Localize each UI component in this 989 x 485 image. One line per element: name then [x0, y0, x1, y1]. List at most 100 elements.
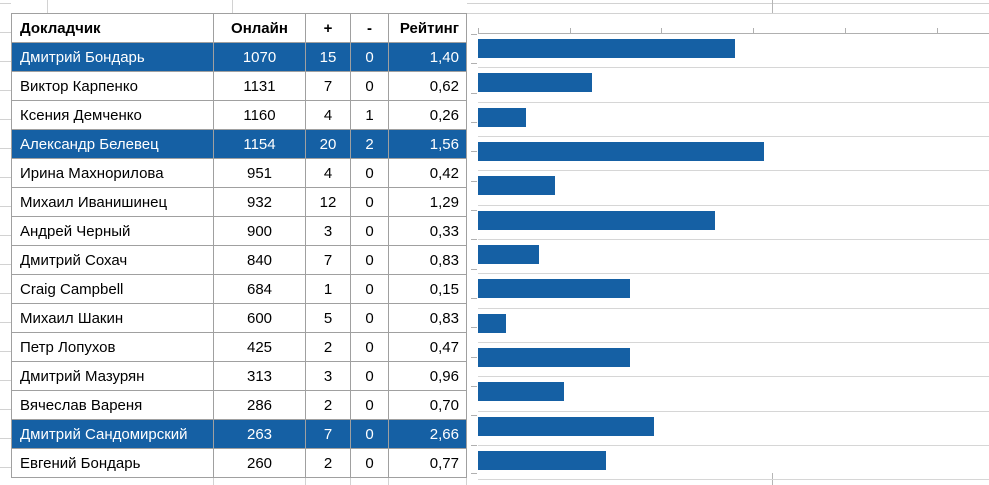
- cell-minus[interactable]: 1: [351, 101, 389, 130]
- cell-plus[interactable]: 4: [306, 101, 351, 130]
- cell-speaker[interactable]: Михаил Шакин: [12, 304, 214, 333]
- cell-online[interactable]: 1070: [214, 43, 306, 72]
- cell-speaker[interactable]: Ксения Демченко: [12, 101, 214, 130]
- cell-plus[interactable]: 7: [306, 72, 351, 101]
- cell-rating[interactable]: 0,77: [389, 449, 467, 478]
- column-header-rating[interactable]: Рейтинг: [389, 14, 467, 43]
- rating-bar[interactable]: [478, 176, 556, 196]
- rating-bar[interactable]: [478, 39, 735, 58]
- sheet-gridline: [47, 0, 48, 13]
- cell-minus[interactable]: 0: [351, 362, 389, 391]
- cell-rating[interactable]: 0,62: [389, 72, 467, 101]
- cell-rating[interactable]: 0,33: [389, 217, 467, 246]
- cell-speaker[interactable]: Андрей Черный: [12, 217, 214, 246]
- cell-speaker[interactable]: Александр Белевец: [12, 130, 214, 159]
- cell-minus[interactable]: 0: [351, 333, 389, 362]
- column-header-plus[interactable]: +: [306, 14, 351, 43]
- column-header-minus[interactable]: -: [351, 14, 389, 43]
- y-axis-tick: [471, 386, 477, 387]
- rating-bar[interactable]: [478, 279, 631, 299]
- cell-online[interactable]: 425: [214, 333, 306, 362]
- cell-plus[interactable]: 2: [306, 449, 351, 478]
- cell-online[interactable]: 900: [214, 217, 306, 246]
- cell-rating[interactable]: 0,96: [389, 362, 467, 391]
- cell-plus[interactable]: 3: [306, 362, 351, 391]
- cell-speaker[interactable]: Дмитрий Сохач: [12, 246, 214, 275]
- cell-speaker[interactable]: Михаил Иванишинец: [12, 188, 214, 217]
- cell-rating[interactable]: 1,56: [389, 130, 467, 159]
- cell-speaker[interactable]: Дмитрий Бондарь: [12, 43, 214, 72]
- cell-online[interactable]: 1154: [214, 130, 306, 159]
- x-axis-tick: [844, 28, 846, 33]
- rating-bar[interactable]: [478, 210, 715, 230]
- rating-bar-chart[interactable]: [471, 28, 989, 481]
- cell-minus[interactable]: 0: [351, 246, 389, 275]
- cell-online[interactable]: 1160: [214, 101, 306, 130]
- cell-rating[interactable]: 0,15: [389, 275, 467, 304]
- cell-plus[interactable]: 2: [306, 391, 351, 420]
- cell-plus[interactable]: 4: [306, 159, 351, 188]
- cell-plus[interactable]: 15: [306, 43, 351, 72]
- cell-speaker[interactable]: Дмитрий Мазурян: [12, 362, 214, 391]
- cell-speaker[interactable]: Craig Campbell: [12, 275, 214, 304]
- cell-plus[interactable]: 3: [306, 217, 351, 246]
- cell-online[interactable]: 684: [214, 275, 306, 304]
- cell-minus[interactable]: 0: [351, 159, 389, 188]
- cell-minus[interactable]: 0: [351, 420, 389, 449]
- cell-minus[interactable]: 0: [351, 188, 389, 217]
- cell-online[interactable]: 600: [214, 304, 306, 333]
- cell-speaker[interactable]: Евгений Бондарь: [12, 449, 214, 478]
- rating-bar[interactable]: [478, 141, 765, 161]
- column-header-online[interactable]: Онлайн: [214, 14, 306, 43]
- cell-rating[interactable]: 0,26: [389, 101, 467, 130]
- cell-online[interactable]: 260: [214, 449, 306, 478]
- table-row: Александр Белевец 1154 20 2 1,56: [12, 130, 467, 159]
- chart-category-row: [478, 244, 989, 275]
- column-header-speaker[interactable]: Докладчик: [12, 14, 214, 43]
- cell-online[interactable]: 951: [214, 159, 306, 188]
- cell-plus[interactable]: 7: [306, 420, 351, 449]
- rating-bar[interactable]: [478, 347, 631, 367]
- cell-minus[interactable]: 2: [351, 130, 389, 159]
- cell-minus[interactable]: 0: [351, 43, 389, 72]
- cell-rating[interactable]: 1,40: [389, 43, 467, 72]
- cell-rating[interactable]: 0,83: [389, 304, 467, 333]
- rating-bar[interactable]: [478, 73, 592, 93]
- cell-online[interactable]: 263: [214, 420, 306, 449]
- cell-plus[interactable]: 5: [306, 304, 351, 333]
- cell-speaker[interactable]: Дмитрий Сандомирский: [12, 420, 214, 449]
- cell-plus[interactable]: 2: [306, 333, 351, 362]
- cell-speaker[interactable]: Петр Лопухов: [12, 333, 214, 362]
- cell-minus[interactable]: 0: [351, 304, 389, 333]
- rating-bar[interactable]: [478, 244, 539, 264]
- cell-plus[interactable]: 12: [306, 188, 351, 217]
- cell-online[interactable]: 313: [214, 362, 306, 391]
- cell-minus[interactable]: 0: [351, 72, 389, 101]
- cell-online[interactable]: 932: [214, 188, 306, 217]
- cell-minus[interactable]: 0: [351, 217, 389, 246]
- cell-minus[interactable]: 0: [351, 449, 389, 478]
- rating-bar[interactable]: [478, 382, 565, 402]
- cell-speaker[interactable]: Вячеслав Вареня: [12, 391, 214, 420]
- cell-plus[interactable]: 7: [306, 246, 351, 275]
- cell-online[interactable]: 840: [214, 246, 306, 275]
- cell-minus[interactable]: 0: [351, 275, 389, 304]
- cell-rating[interactable]: 1,29: [389, 188, 467, 217]
- rating-bar[interactable]: [478, 450, 607, 470]
- cell-online[interactable]: 286: [214, 391, 306, 420]
- cell-rating[interactable]: 0,83: [389, 246, 467, 275]
- cell-speaker[interactable]: Виктор Карпенко: [12, 72, 214, 101]
- rating-bar[interactable]: [478, 107, 526, 127]
- rating-bar[interactable]: [478, 313, 506, 333]
- cell-rating[interactable]: 0,42: [389, 159, 467, 188]
- cell-online[interactable]: 1131: [214, 72, 306, 101]
- cell-rating[interactable]: 2,66: [389, 420, 467, 449]
- cell-plus[interactable]: 1: [306, 275, 351, 304]
- cell-speaker[interactable]: Ирина Махнорилова: [12, 159, 214, 188]
- cell-minus[interactable]: 0: [351, 391, 389, 420]
- rating-bar[interactable]: [478, 416, 655, 436]
- table-row: Петр Лопухов 425 2 0 0,47: [12, 333, 467, 362]
- cell-rating[interactable]: 0,70: [389, 391, 467, 420]
- cell-rating[interactable]: 0,47: [389, 333, 467, 362]
- cell-plus[interactable]: 20: [306, 130, 351, 159]
